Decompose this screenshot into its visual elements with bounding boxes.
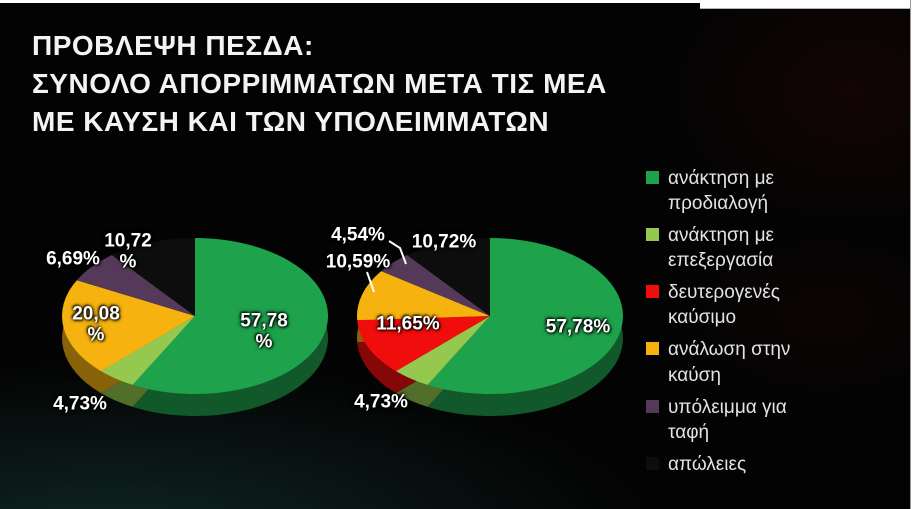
legend-swatch-icon — [646, 399, 659, 413]
title-line: ΜΕ ΚΑΥΣΗ ΚΑΙ ΤΩΝ ΥΠΟΛΕΙΜΜΑΤΩΝ — [32, 106, 550, 138]
pie-slice — [357, 316, 490, 372]
legend-label: ανάκτηση με προδιαλογή — [668, 168, 775, 215]
page-title: ΠΡΟΒΛΕΨΗ ΠΕΣΔΑ: ΣΥΝΟΛΟ ΑΠΟΡΡΙΜΜΑΤΩΝ ΜΕΤΑ… — [32, 27, 607, 141]
legend: ανάκτηση με προδιαλογή ανάκτηση με επεξερ… — [646, 166, 906, 477]
legend-swatch-icon — [646, 342, 659, 356]
legend-label: ανάκτηση με επεξεργασία — [668, 225, 775, 272]
pie-slice — [100, 316, 195, 385]
legend-swatch-icon — [646, 228, 659, 242]
legend-item: υπόλειμμα για ταφή — [646, 395, 906, 445]
legend-swatch-icon — [646, 456, 659, 470]
pie-slice — [62, 280, 195, 372]
legend-label: απώλειες — [668, 453, 747, 475]
legend-swatch-icon — [646, 171, 659, 184]
legend-item: ανάλωση στην καύση — [646, 337, 906, 387]
legend-label: υπόλειμμα για ταφή — [668, 396, 787, 443]
label-leader-line — [366, 271, 375, 293]
window-edge-right — [910, 0, 918, 509]
pie-slice — [76, 255, 195, 316]
legend-swatch-icon — [646, 285, 659, 299]
legend-item: δευτερογενές καύσιμο — [646, 280, 906, 330]
pie-slice — [427, 238, 623, 394]
pie-slice — [395, 316, 490, 385]
legend-label: ανάλωση στην καύση — [668, 339, 791, 386]
window-edge-top — [0, 0, 918, 3]
label-leader-line — [388, 240, 407, 265]
legend-item: ανάκτηση με προδιαλογή — [646, 166, 906, 216]
window-edge-top-right — [700, 0, 918, 9]
pie-slice — [381, 255, 490, 316]
legend-item: απώλειες — [646, 452, 906, 477]
title-line: ΠΡΟΒΛΕΨΗ ΠΕΣΔΑ: — [32, 30, 314, 61]
legend-label: δευτερογενές καύσιμο — [668, 282, 780, 329]
pie-slice — [357, 271, 490, 321]
title-line: ΣΥΝΟΛΟ ΑΠΟΡΡΙΜΜΑΤΩΝ ΜΕΤΑ ΤΙΣ ΜΕΑ — [32, 68, 607, 100]
legend-item: ανάκτηση με επεξεργασία — [646, 223, 906, 273]
pie-slice — [112, 237, 195, 316]
pie-slice — [407, 238, 490, 316]
pie-slice — [132, 237, 329, 394]
